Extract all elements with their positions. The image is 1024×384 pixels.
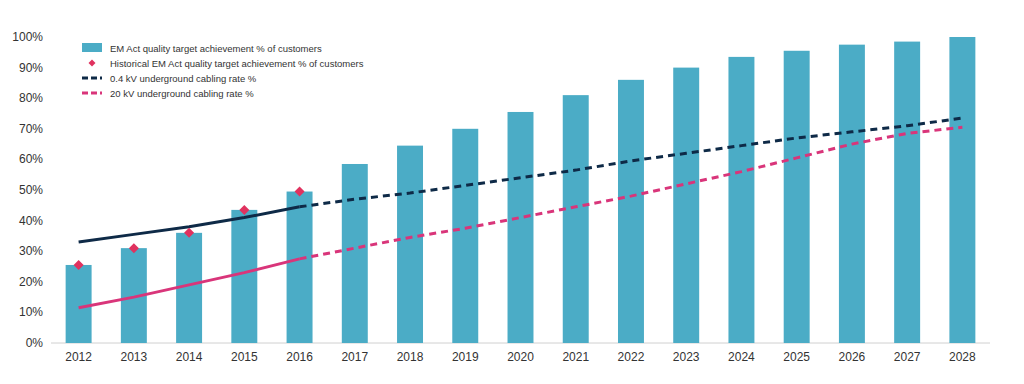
y-tick	[48, 343, 51, 344]
legend-label: 0.4 kV underground cabling rate %	[110, 73, 257, 84]
x-tick-label: 2015	[231, 350, 258, 364]
y-tick-label: 50%	[19, 183, 43, 197]
y-tick-label: 90%	[19, 61, 43, 75]
chart: 0% 10% 20% 30% 40% 50% 60% 70% 80% 90% 100% 2012 201…	[0, 0, 1024, 384]
legend: EM Act quality target achievement % of c…	[82, 43, 364, 99]
x-tick-label: 2026	[839, 350, 866, 364]
y-tick	[48, 128, 51, 129]
bar	[949, 37, 975, 343]
y-tick	[48, 37, 51, 38]
y-tick-label: 40%	[19, 214, 43, 228]
y-tick-label: 0%	[26, 336, 44, 350]
plot-area	[66, 37, 976, 343]
y-tick-label: 60%	[19, 152, 43, 166]
y-tick	[48, 67, 51, 68]
bar	[66, 265, 92, 343]
bar	[728, 57, 754, 343]
x-tick-label: 2018	[397, 350, 424, 364]
line	[79, 207, 300, 242]
line	[79, 259, 300, 308]
bar	[618, 80, 644, 343]
x-tick-label: 2012	[65, 350, 92, 364]
bar	[563, 95, 589, 343]
bar	[397, 146, 423, 343]
x-tick-label: 2019	[452, 350, 479, 364]
legend-swatch	[89, 60, 96, 67]
bar	[287, 192, 313, 343]
legend-swatch	[82, 77, 102, 80]
bar	[894, 42, 920, 343]
y-tick	[48, 281, 51, 282]
marker	[239, 205, 249, 215]
marker	[74, 260, 84, 270]
x-tick-label: 2020	[507, 350, 534, 364]
legend-swatch	[82, 43, 102, 52]
x-tick-label: 2017	[341, 350, 368, 364]
x-tick-label: 2016	[286, 350, 313, 364]
bar	[452, 129, 478, 343]
y-tick-label: 30%	[19, 244, 43, 258]
y-tick	[48, 220, 51, 221]
x-tick-label: 2021	[562, 350, 589, 364]
bar	[508, 112, 534, 343]
y-tick-label: 70%	[19, 122, 43, 136]
x-tick-label: 2014	[176, 350, 203, 364]
bar	[784, 51, 810, 343]
marker	[184, 228, 194, 238]
legend-label: 20 kV underground cabling rate %	[110, 88, 254, 99]
x-tick-label: 2022	[618, 350, 645, 364]
y-tick-label: 100%	[12, 30, 43, 44]
y-tick	[48, 190, 51, 191]
legend-label: Historical EM Act quality target achieve…	[110, 58, 364, 69]
marker	[129, 243, 139, 253]
y-tick	[48, 159, 51, 160]
bar	[342, 164, 368, 343]
y-tick-label: 80%	[19, 91, 43, 105]
x-tick-label: 2028	[949, 350, 976, 364]
line	[300, 118, 963, 207]
x-tick-label: 2024	[728, 350, 755, 364]
bar	[673, 68, 699, 343]
line	[300, 127, 963, 259]
x-tick-label: 2027	[894, 350, 921, 364]
y-tick-label: 20%	[19, 275, 43, 289]
x-tick-label: 2013	[121, 350, 148, 364]
y-tick	[48, 312, 51, 313]
y-tick	[48, 251, 51, 252]
bar	[231, 210, 257, 343]
x-tick-label: 2023	[673, 350, 700, 364]
marker	[295, 187, 305, 197]
y-tick	[48, 98, 51, 99]
legend-label: EM Act quality target achievement % of c…	[110, 43, 322, 54]
legend-swatch	[82, 92, 102, 95]
bar	[839, 45, 865, 343]
x-tick-label: 2025	[783, 350, 810, 364]
y-tick-label: 10%	[19, 305, 43, 319]
